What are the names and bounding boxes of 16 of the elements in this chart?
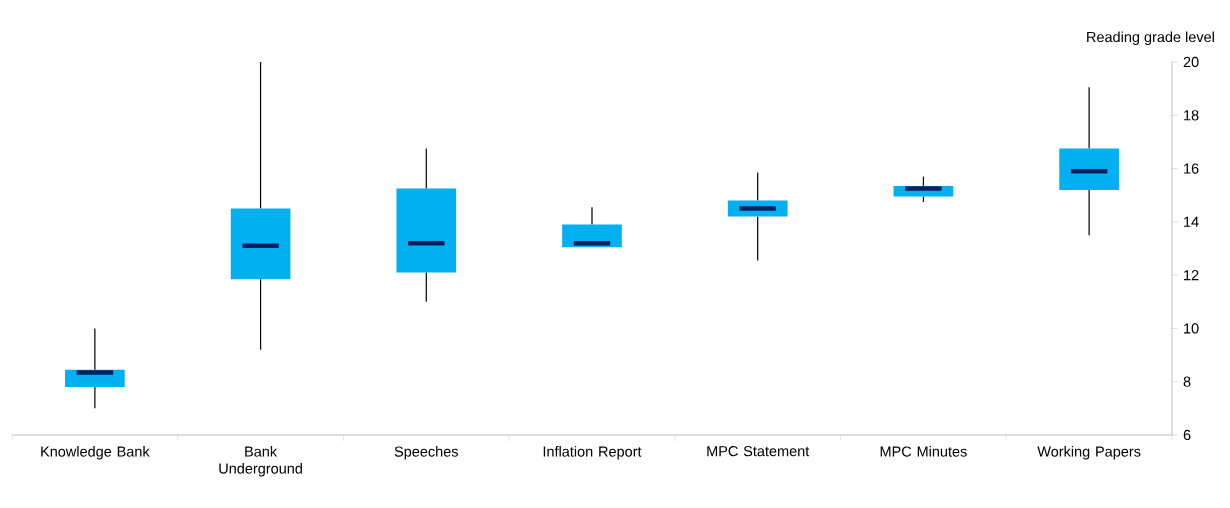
y-tick-label: 8 xyxy=(1183,376,1191,387)
y-tick-label: 14 xyxy=(1184,216,1199,227)
x-tick-label: MPC Statement xyxy=(707,446,810,457)
x-tick-label: Inflation Report xyxy=(543,446,642,460)
y-tick-label: 12 xyxy=(1184,270,1199,281)
y-tick-label: 20 xyxy=(1183,56,1199,68)
y-tick-label: 6 xyxy=(1183,429,1191,441)
y-tick-label: 10 xyxy=(1184,323,1199,334)
x-tick-label: MPC Minutes xyxy=(880,446,967,457)
y-axis-title: Reading grade level xyxy=(1087,31,1214,45)
y-tick-label: 18 xyxy=(1184,110,1199,121)
x-tick-label: Bank Underground xyxy=(219,446,302,477)
x-tick-label: Knowledge Bank xyxy=(41,446,150,460)
x-tick-label: Working Papers xyxy=(1037,446,1141,460)
x-tick-label: Speeches xyxy=(394,446,458,460)
y-tick-label: 16 xyxy=(1184,163,1199,174)
